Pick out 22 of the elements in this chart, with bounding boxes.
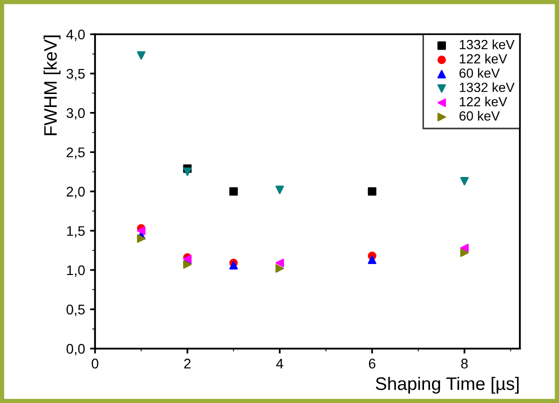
legend-label: 60 keV bbox=[460, 110, 500, 121]
x-tick-label: 2 bbox=[184, 358, 191, 368]
y-tick-label: 2,0 bbox=[66, 186, 85, 198]
y-tick-label: 1,0 bbox=[67, 265, 85, 277]
y-tick-label: 2,5 bbox=[66, 147, 85, 159]
x-tick-label: 8 bbox=[461, 358, 468, 369]
y-tick-label: 1,5 bbox=[67, 226, 85, 238]
x-tick-label: 0 bbox=[92, 358, 98, 369]
y-axis-title: FWHM [keV] bbox=[44, 36, 60, 136]
y-tick-label: 3,0 bbox=[66, 108, 85, 120]
legend-label: 122 keV bbox=[460, 54, 508, 64]
legend-label: 1332 keV bbox=[460, 40, 515, 50]
x-axis-title: Shaping Time [µs] bbox=[376, 376, 519, 394]
y-tick-label: 0,0 bbox=[66, 344, 85, 356]
legend-label: 1332 keV bbox=[460, 82, 515, 92]
x-tick-label: 6 bbox=[368, 358, 376, 369]
y-tick-label: 3,5 bbox=[66, 68, 85, 80]
legend-label: 122 keV bbox=[460, 96, 508, 106]
y-tick-label: 4,0 bbox=[66, 30, 85, 42]
x-tick-label: 4 bbox=[276, 358, 284, 368]
y-tick-label: 0,5 bbox=[66, 304, 85, 316]
legend-label: 60 keV bbox=[460, 68, 500, 78]
